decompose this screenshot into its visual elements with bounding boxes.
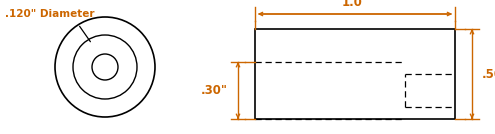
Text: .30": .30" (201, 83, 228, 96)
Text: .120" Diameter: .120" Diameter (5, 9, 95, 19)
Bar (255, 29, 455, 119)
Text: .50": .50" (482, 68, 495, 81)
Text: 1.0": 1.0" (342, 0, 368, 9)
